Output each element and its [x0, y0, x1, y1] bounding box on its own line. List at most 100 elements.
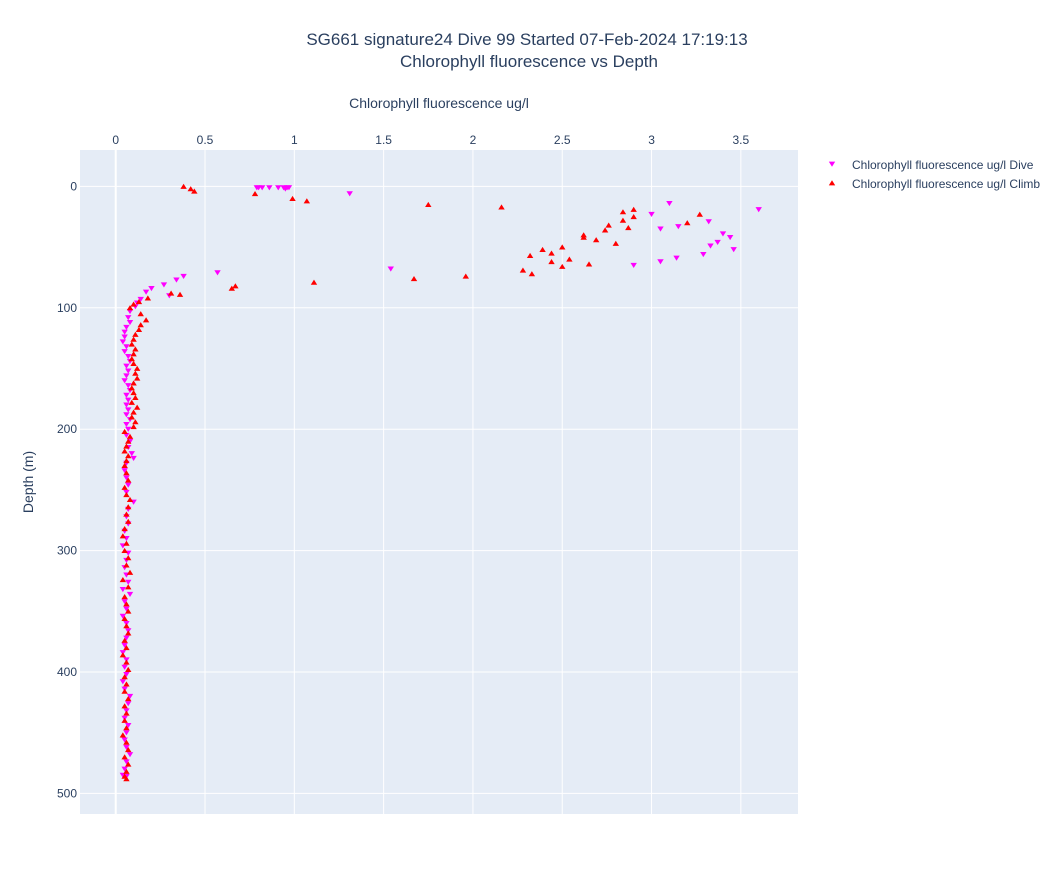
data-point: [125, 438, 132, 444]
x-tick-label: 0.5: [197, 133, 214, 147]
data-point: [133, 404, 141, 410]
data-point: [130, 351, 137, 357]
legend-marker-dive: [828, 161, 836, 167]
data-point: [539, 246, 546, 252]
data-point: [123, 324, 130, 330]
data-point: [126, 305, 134, 311]
y-tick-label: 500: [57, 786, 77, 800]
data-point: [180, 183, 187, 189]
data-point: [130, 409, 137, 415]
data-point: [519, 267, 527, 273]
data-point: [123, 725, 130, 731]
data-point: [135, 326, 143, 333]
legend-item-dive[interactable]: Chlorophyll fluorescence ug/l Dive: [828, 158, 1034, 172]
data-point: [137, 296, 144, 303]
data-point: [592, 237, 600, 243]
data-point: [126, 309, 134, 315]
data-point: [462, 273, 469, 279]
data-point: [121, 349, 128, 355]
data-point: [232, 283, 239, 289]
data-point: [176, 291, 184, 297]
data-point: [630, 214, 637, 220]
data-point: [548, 258, 555, 265]
data-point: [128, 356, 135, 362]
data-point: [121, 526, 128, 532]
data-point: [121, 737, 128, 743]
x-tick-label: 1: [291, 133, 298, 147]
data-point: [125, 368, 132, 374]
legend[interactable]: Chlorophyll fluorescence ug/l Dive Chlor…: [828, 158, 1041, 191]
data-point: [126, 569, 134, 575]
data-point: [310, 279, 318, 285]
data-point: [123, 730, 130, 736]
data-point: [121, 334, 128, 340]
data-point: [123, 681, 130, 687]
data-point: [125, 504, 132, 510]
data-point: [700, 251, 707, 258]
data-point: [121, 428, 128, 435]
y-tick-label: 200: [57, 422, 77, 436]
data-point: [630, 262, 637, 269]
data-point: [119, 587, 127, 593]
data-point: [125, 761, 132, 767]
data-point: [123, 373, 130, 379]
data-point: [125, 666, 132, 672]
data-point: [121, 717, 128, 723]
data-point: [123, 492, 130, 498]
data-point: [142, 289, 150, 295]
data-point: [526, 252, 534, 259]
data-point: [126, 591, 134, 598]
data-point: [410, 275, 418, 282]
data-point: [121, 703, 128, 709]
data-point: [657, 226, 664, 232]
x-axis-ticks: 0 0.5 1 1.5 2 2.5 3 3.5: [112, 133, 749, 147]
data-point: [605, 222, 612, 228]
data-point: [126, 693, 134, 699]
data-point: [726, 235, 734, 241]
data-point: [123, 776, 130, 782]
data-point: [285, 185, 293, 191]
data-point: [137, 322, 144, 328]
data-point: [684, 220, 691, 226]
legend-item-climb[interactable]: Chlorophyll fluorescence ug/l Climb: [828, 177, 1041, 191]
data-point: [125, 701, 132, 707]
data-point: [128, 385, 135, 391]
data-point: [121, 664, 128, 670]
data-point: [121, 547, 128, 553]
data-point: [119, 613, 127, 619]
data-point: [258, 185, 266, 191]
data-point: [566, 256, 573, 262]
data-point: [705, 219, 712, 225]
data-point: [275, 185, 282, 191]
data-point: [125, 315, 132, 321]
data-point: [123, 623, 130, 629]
data-point: [121, 688, 128, 694]
data-point: [132, 370, 139, 376]
data-point: [125, 477, 132, 483]
data-point: [125, 608, 132, 614]
data-point: [125, 453, 132, 459]
data-point: [126, 496, 134, 503]
data-point: [121, 448, 128, 454]
data-point: [123, 601, 130, 607]
data-point: [625, 224, 632, 231]
data-point: [675, 224, 682, 230]
data-point: [123, 759, 130, 765]
data-point: [121, 593, 128, 600]
data-point: [559, 244, 566, 250]
data-point: [125, 383, 132, 389]
data-point: [144, 295, 152, 301]
data-point: [130, 455, 137, 462]
data-point: [142, 317, 150, 323]
data-point: [191, 188, 198, 194]
data-point: [125, 579, 132, 585]
data-point: [251, 190, 259, 197]
y-tick-label: 300: [57, 544, 77, 558]
data-point: [125, 695, 132, 702]
data-point: [123, 672, 130, 678]
data-point: [121, 378, 128, 384]
data-point: [119, 533, 127, 539]
data-point: [123, 412, 130, 418]
legend-label-climb: Chlorophyll fluorescence ug/l Climb: [852, 177, 1040, 191]
